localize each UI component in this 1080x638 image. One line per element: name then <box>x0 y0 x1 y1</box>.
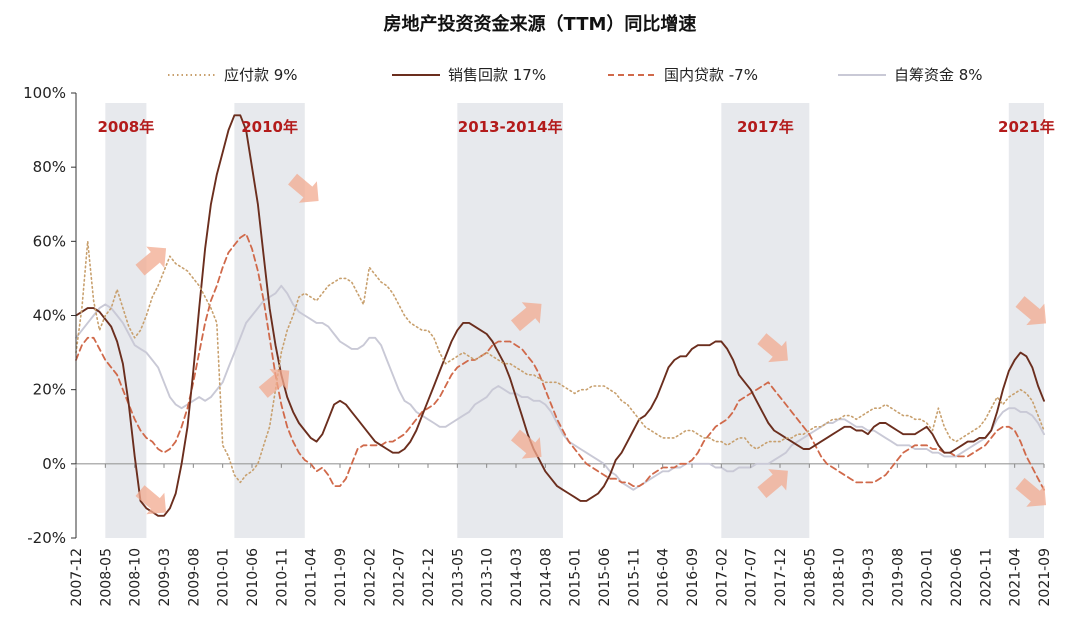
x-tick-label: 2013-10 <box>480 548 496 607</box>
trend-arrow-shape <box>510 302 542 332</box>
trend-arrow-shape <box>135 246 167 276</box>
x-tick-label: 2020-11 <box>978 548 994 607</box>
x-tick-label: 2020-06 <box>949 548 965 607</box>
y-tick-label: 80% <box>33 158 66 176</box>
trend-arrow-up <box>258 368 290 398</box>
legend-label-自筹资金: 自筹资金 8% <box>894 66 983 84</box>
x-tick-label: 2009-03 <box>157 548 173 607</box>
shaded-period-1 <box>234 103 305 538</box>
x-tick-label: 2021-04 <box>1008 548 1024 607</box>
series-lines <box>75 114 1045 517</box>
x-tick-label: 2015-06 <box>597 548 613 607</box>
x-tick-label: 2021-09 <box>1037 548 1053 607</box>
x-tick-label: 2010-11 <box>274 548 290 607</box>
trend-arrow-shape <box>135 485 167 515</box>
x-tick-label: 2016-04 <box>656 548 672 607</box>
trend-arrow-down <box>1015 296 1047 326</box>
y-axis: -20% 0% 20% 40% 60% 80% 100% <box>23 84 77 547</box>
trend-arrow-down <box>510 429 542 459</box>
trend-arrow-up <box>135 246 167 276</box>
x-tick-label: 2007-12 <box>69 548 85 607</box>
x-tick-label: 2019-03 <box>861 548 877 607</box>
series-line-自筹资金 <box>75 284 1045 491</box>
x-tick-label: 2009-08 <box>186 548 202 607</box>
trend-arrow-shape <box>757 469 788 499</box>
trend-arrow-shape <box>1015 477 1047 507</box>
x-tick-label: 2018-05 <box>802 548 818 607</box>
period-label-1: 2010年 <box>241 118 298 136</box>
x-tick-label: 2017-07 <box>744 548 760 607</box>
y-tick-label: 0% <box>42 455 66 473</box>
trend-arrow-up <box>757 469 788 499</box>
x-tick-label: 2015-11 <box>626 548 642 607</box>
period-label-0: 2008年 <box>97 118 154 136</box>
series-line-应付款 <box>75 240 1045 484</box>
x-tick-label: 2020-01 <box>920 548 936 607</box>
x-tick-label: 2019-08 <box>890 548 906 607</box>
chart-title: 房地产投资资金来源（TTM）同比增速 <box>384 13 697 35</box>
x-tick-label: 2012-07 <box>392 548 408 607</box>
legend-label-国内贷款: 国内贷款 -7% <box>664 66 758 84</box>
trend-arrow-shape <box>510 429 542 459</box>
trend-arrow-shape <box>258 368 290 398</box>
x-tick-label: 2017-02 <box>714 548 730 607</box>
trend-arrow-shape <box>1015 296 1047 326</box>
x-tick-label: 2015-01 <box>568 548 584 607</box>
trend-arrow-down <box>757 333 788 363</box>
trend-arrows <box>135 173 1047 515</box>
trend-arrow-shape <box>288 173 319 203</box>
y-tick-label: 20% <box>33 381 66 399</box>
period-labels: 2008年 2010年 2013-2014年 2017年 2021年 <box>97 118 1054 136</box>
period-label-3: 2017年 <box>737 118 794 136</box>
trend-arrow-down <box>288 173 319 203</box>
x-tick-label: 2008-05 <box>98 548 114 607</box>
series-line-国内贷款 <box>75 233 1045 491</box>
trend-arrow-shape <box>757 333 788 363</box>
x-tick-label: 2010-01 <box>216 548 232 607</box>
trend-arrow-up <box>510 302 542 332</box>
x-tick-label: 2012-12 <box>421 548 437 607</box>
trend-arrow-down <box>1015 477 1047 507</box>
x-tick-label: 2014-08 <box>538 548 554 607</box>
x-tick-label: 2011-04 <box>304 548 320 607</box>
x-tick-label: 2018-10 <box>832 548 848 607</box>
legend-label-销售回款: 销售回款 17% <box>448 66 546 84</box>
y-tick-label: -20% <box>27 529 66 547</box>
x-tick-label: 2010-06 <box>245 548 261 607</box>
legend-label-应付款: 应付款 9% <box>224 66 298 84</box>
series-line-销售回款 <box>75 114 1045 517</box>
shaded-period-3 <box>721 103 810 538</box>
y-tick-label: 40% <box>33 307 66 325</box>
x-axis: 2007-12 2008-05 2008-10 2009-03 2009-08 2010-… <box>69 463 1053 607</box>
period-label-4: 2021年 <box>998 118 1055 136</box>
y-tick-label: 60% <box>33 232 66 250</box>
shaded-period-0 <box>105 103 147 538</box>
x-tick-label: 2012-02 <box>362 548 378 607</box>
x-tick-label: 2011-09 <box>333 548 349 607</box>
legend: 应付款 9% 销售回款 17% 国内贷款 -7% 自筹资金 8% <box>168 66 983 84</box>
x-tick-label: 2014-03 <box>509 548 525 607</box>
x-tick-label: 2008-10 <box>128 548 144 607</box>
period-label-2: 2013-2014年 <box>458 118 563 136</box>
y-tick-label: 100% <box>23 84 66 102</box>
x-tick-label: 2013-05 <box>450 548 466 607</box>
x-tick-label: 2016-09 <box>685 548 701 607</box>
x-tick-label: 2017-12 <box>773 548 789 607</box>
shaded-periods <box>105 103 1044 538</box>
trend-arrow-down <box>135 485 167 515</box>
